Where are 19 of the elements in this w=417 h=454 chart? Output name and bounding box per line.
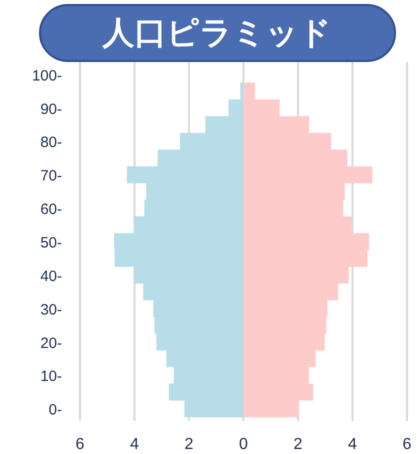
y-tick-label: 60- (40, 201, 62, 218)
x-tick-label: 6 (76, 436, 85, 454)
y-tick-label: 10- (40, 368, 62, 386)
y-tick-label: 90- (40, 100, 62, 118)
y-tick-label: 30- (40, 301, 62, 318)
x-tick-label: 4 (130, 436, 140, 454)
y-tick-label: 40- (40, 268, 62, 285)
y-tick-label: 100- (32, 67, 62, 84)
y-tick-label: 0- (48, 402, 62, 419)
y-tick-label: 70- (40, 168, 62, 185)
x-tick-label: 2 (294, 436, 303, 454)
x-tick-label: 4 (348, 436, 358, 454)
x-tick-label: 2 (184, 436, 194, 454)
x-tick-label: 6 (402, 436, 412, 454)
y-tick-label: 80- (40, 134, 62, 152)
x-tick-label: 0 (239, 436, 248, 454)
chart-title: 人口ピラミッド (102, 14, 332, 50)
y-tick-label: 50- (40, 234, 62, 252)
y-tick-label: 20- (40, 334, 62, 352)
